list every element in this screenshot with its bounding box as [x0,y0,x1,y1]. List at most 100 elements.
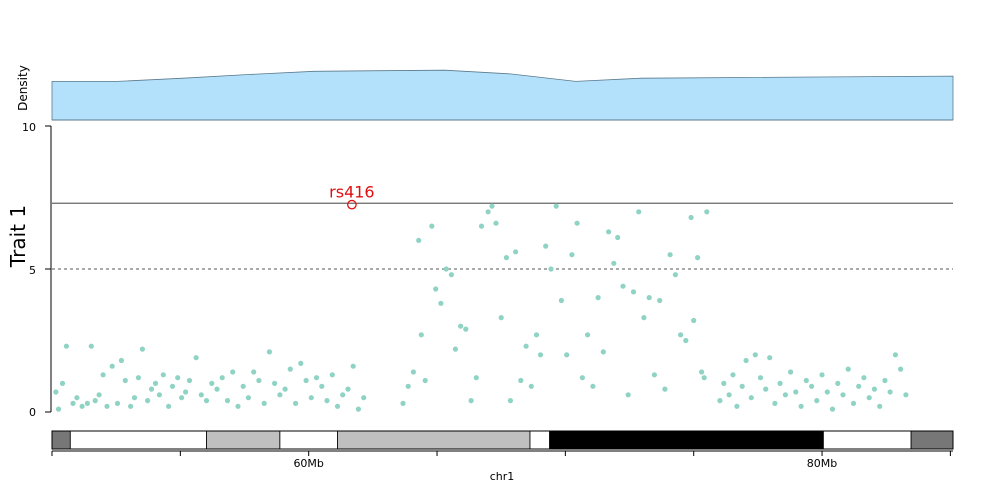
snp-point [324,398,330,404]
x-axis-label: chr1 [490,470,515,483]
snp-point [691,317,697,324]
density-axis-label: Density [16,65,30,111]
snp-point [528,383,534,389]
snp-point [135,375,141,381]
ideogram-band [910,430,954,450]
snp-point [574,220,580,226]
snp-point [498,315,504,321]
snp-point [63,343,69,349]
snp-point [678,332,684,338]
snp-point [433,286,439,292]
snp-point [272,380,278,386]
snp-point [410,369,416,375]
snp-point [662,386,668,392]
snp-point [251,369,257,375]
snp-point [777,380,783,386]
snp-point [767,355,773,361]
snp-point [672,272,679,278]
snp-point [489,203,495,209]
snp-point [145,398,151,404]
snp-point [235,403,241,409]
snp-point [590,383,596,389]
snp-point [882,377,888,384]
snp-point [523,343,529,349]
snp-point [245,395,251,401]
y-tick-label-10: 10 [22,121,36,134]
snp-point [543,243,549,249]
snp-point [79,403,85,409]
lead-snp-marker[interactable] [347,199,357,210]
snp-point [203,398,210,404]
snp-point [452,346,458,352]
snp-point [293,400,299,406]
snp-point [798,403,804,409]
snp-point [699,369,705,375]
snp-point [361,395,367,401]
snp-point [186,377,193,384]
snp-point [219,375,225,381]
snp-point [179,395,185,401]
snp-point [70,400,76,406]
y-tick-label-5: 5 [29,264,36,277]
snp-point [104,403,110,409]
snp-point [803,377,809,384]
snp-point [564,352,570,358]
snp-point [84,400,90,406]
snp-point [788,369,794,375]
snp-point [160,372,166,378]
snp-point [261,400,267,406]
snp-point [513,249,519,255]
snp-point [340,392,346,398]
snp-point [118,357,124,364]
density-area [51,69,954,121]
snp-point [850,400,857,406]
snp-point [230,369,236,375]
snp-point [53,389,59,395]
snp-point [131,395,138,401]
snp-point [214,386,220,392]
snp-point [903,392,909,398]
snp-point [651,372,658,378]
snp-point [717,398,723,404]
ideogram-band [51,430,71,450]
snp-point [209,380,215,386]
snp-point [128,403,134,409]
snp-point [256,377,262,384]
ideogram-band [337,430,531,450]
snp-point [298,360,304,366]
snp-point [793,389,799,395]
snp-point [485,209,491,215]
snp-point [139,346,145,352]
snp-point [763,386,769,392]
snp-point [422,377,428,384]
snp-point [88,343,94,349]
snp-point [809,383,815,389]
snp-point [871,386,878,392]
snp-point [646,295,652,301]
snp-point [757,375,764,381]
snp-point [667,252,673,258]
ideogram-outline [51,430,954,450]
snp-point [156,392,162,398]
snp-point [166,403,172,409]
snp-point [418,332,424,338]
snp-point [704,209,710,215]
snp-point [877,403,883,409]
snp-point [198,392,204,398]
snp-point [303,377,309,384]
snp-point [814,398,820,404]
snp-point [721,380,727,386]
snp-point [334,403,341,409]
snp-point [829,406,836,412]
snp-point [175,375,181,381]
snp-point [350,363,356,369]
snp-point [114,400,121,406]
chromosome-ideogram [51,430,954,450]
snp-point [772,400,778,406]
snp-point [443,266,449,272]
ideogram-band [549,430,824,450]
snp-point [277,392,283,398]
snp-point [553,203,559,209]
snp-point [840,392,846,398]
snp-point [59,380,66,386]
